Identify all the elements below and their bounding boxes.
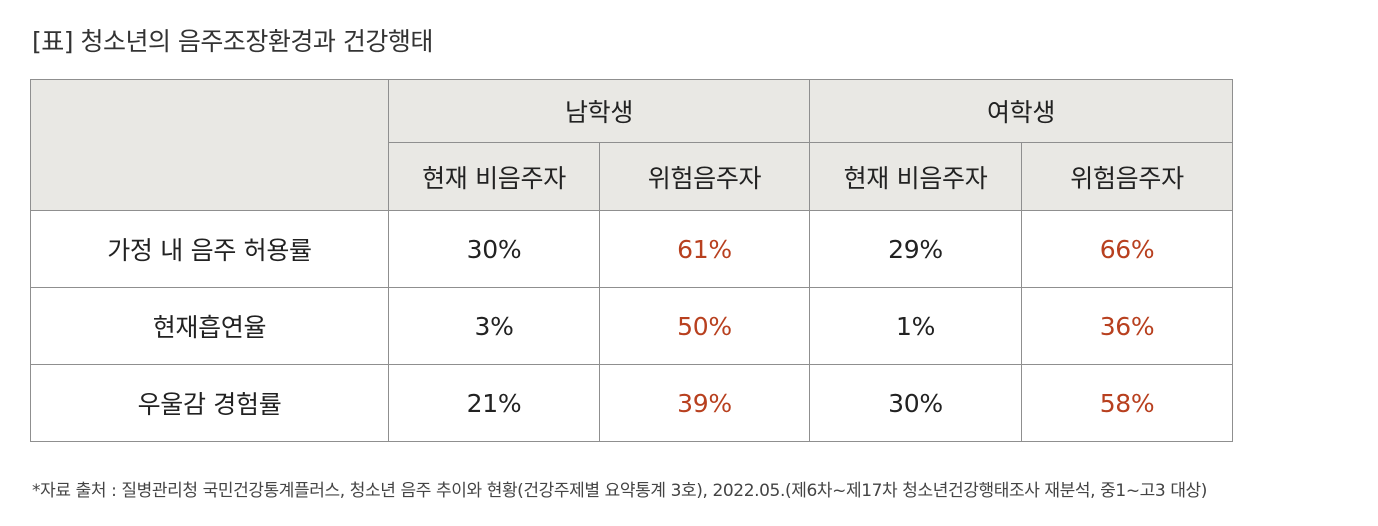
table-cell: 3% [388,287,600,365]
source-footnote: *자료 출처 : 질병관리청 국민건강통계플러스, 청소년 음주 추이와 현황(… [32,481,1208,501]
table-row: 우울감 경험률 21% 39% 30% 58% [30,364,1234,442]
table-cell-highlight: 66% [1021,210,1234,288]
sub-header-female-nondrinker: 현재 비음주자 [809,142,1023,211]
table-cell: 1% [809,287,1023,365]
table-header-row-groups: 남학생 여학생 [30,79,1234,211]
row-label: 현재흡연율 [30,287,389,365]
table-cell-highlight: 58% [1021,364,1234,442]
table-row: 현재흡연율 3% 50% 1% 36% [30,287,1234,365]
table-cell: 30% [809,364,1023,442]
group-header-female: 여학생 [809,79,1234,143]
sub-header-male-nondrinker: 현재 비음주자 [388,142,600,211]
sub-header-female-risky: 위험음주자 [1021,142,1234,211]
table-cell-highlight: 50% [598,287,811,365]
data-table: 남학생 여학생 현재 비음주자 위험음주자 현재 비음주자 위험음주자 가정 내… [30,79,1234,442]
row-label: 가정 내 음주 허용률 [30,210,389,288]
group-header-male: 남학생 [387,79,811,143]
table-cell: 30% [388,210,600,288]
table-cell-highlight: 39% [598,364,811,442]
table-cell-highlight: 36% [1021,287,1234,365]
table-cell: 29% [809,210,1023,288]
row-label: 우울감 경험률 [30,364,389,442]
table-header-row-subgroups: 현재 비음주자 위험음주자 현재 비음주자 위험음주자 [31,142,1234,211]
sub-header-male-risky: 위험음주자 [598,142,811,211]
table-corner-cell [30,79,389,211]
table-cell-highlight: 61% [598,210,811,288]
table-row: 가정 내 음주 허용률 30% 61% 29% 66% [30,210,1234,288]
page-title: [표] 청소년의 음주조장환경과 건강행태 [32,27,433,56]
table-cell: 21% [388,364,600,442]
